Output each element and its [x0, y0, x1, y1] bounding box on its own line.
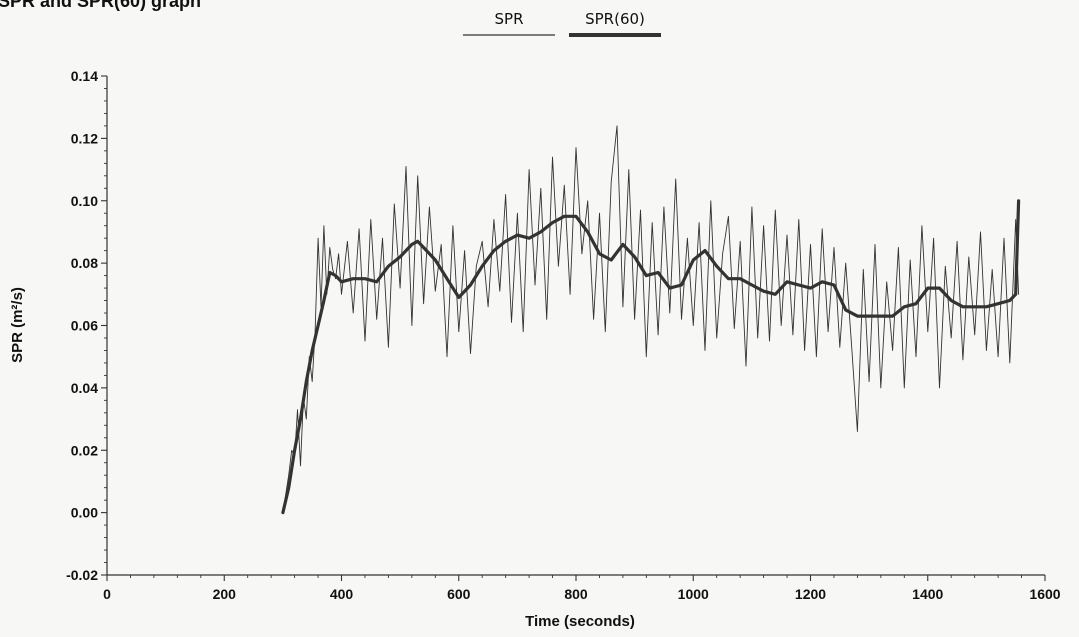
x-tick-label: 400	[330, 586, 354, 602]
legend-label-spr: SPR	[495, 10, 524, 28]
y-tick-label: -0.02	[66, 567, 98, 583]
plot-area	[281, 125, 1021, 515]
axes: -0.02 0.00 0.02 0.04 0.06 0.08 0.10 0.12 0.14 0 20…	[66, 68, 1061, 602]
series-line-spr60	[281, 199, 1021, 515]
y-axis-title: SPR (m²/s)	[9, 287, 26, 363]
x-tick-label: 1600	[1029, 586, 1060, 602]
series-line-spr	[282, 125, 1020, 514]
legend-label-spr60: SPR(60)	[585, 10, 645, 28]
legend: SPR SPR(60)	[463, 10, 661, 37]
y-tick-label: 0.06	[71, 318, 98, 334]
y-tick-label: 0.00	[71, 505, 98, 521]
y-tick-label: 0.12	[71, 130, 98, 146]
y-tick-label: 0.08	[71, 255, 98, 271]
y-tick-label: 0.14	[71, 68, 98, 84]
x-tick-label: 200	[213, 586, 237, 602]
page-title: SPR and SPR(60) graph	[0, 0, 202, 11]
x-tick-label: 1000	[678, 586, 709, 602]
y-tick-label: 0.02	[71, 442, 98, 458]
y-tick-label: 0.10	[71, 193, 98, 209]
x-tick-label: 1200	[795, 586, 826, 602]
x-tick-label: 800	[564, 586, 588, 602]
x-tick-label: 600	[447, 586, 471, 602]
x-tick-label: 0	[103, 586, 111, 602]
x-axis-title: Time (seconds)	[525, 613, 635, 630]
y-tick-label: 0.04	[71, 380, 98, 396]
x-tick-label: 1400	[912, 586, 943, 602]
